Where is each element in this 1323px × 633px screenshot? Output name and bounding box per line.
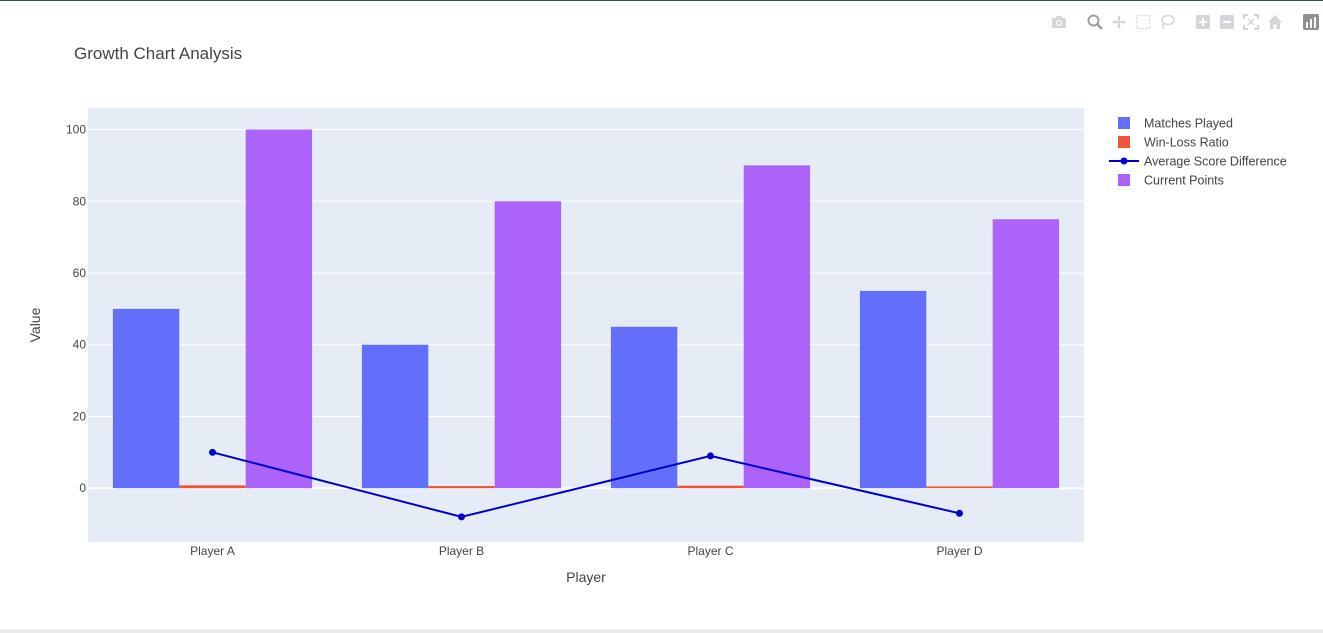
chart-title: Growth Chart Analysis [74, 44, 242, 63]
plotly-logo-icon[interactable] [1302, 13, 1320, 31]
y-tick-label: 0 [79, 481, 86, 495]
line-point[interactable] [209, 448, 216, 456]
legend-swatch-marker [1120, 157, 1128, 165]
x-tick-label: Player D [936, 544, 982, 558]
y-tick-label: 20 [73, 409, 87, 423]
y-tick-label: 40 [73, 338, 87, 352]
bar-win-loss-ratio-3[interactable] [926, 486, 993, 489]
reset-axes-icon[interactable] [1266, 13, 1284, 31]
bar-current-points-1[interactable] [494, 201, 562, 489]
x-tick-label: Player C [687, 544, 733, 558]
bar-matches-played-3[interactable] [859, 290, 927, 489]
bar-win-loss-ratio-1[interactable] [428, 486, 495, 489]
legend-swatch[interactable] [1118, 136, 1130, 148]
lasso-select-icon[interactable] [1158, 13, 1176, 31]
y-tick-label: 80 [73, 194, 87, 208]
x-tick-label: Player A [190, 544, 235, 558]
bar-matches-played-2[interactable] [610, 326, 678, 489]
window-bottom-strip [0, 629, 1323, 633]
bar-current-points-0[interactable] [245, 129, 313, 489]
bar-win-loss-ratio-0[interactable] [179, 485, 246, 489]
camera-icon[interactable] [1050, 13, 1068, 31]
average-score-line [209, 448, 963, 521]
pan-icon[interactable] [1110, 13, 1128, 31]
bar-win-loss-ratio-2[interactable] [677, 485, 744, 489]
zoom-in-icon[interactable] [1194, 13, 1212, 31]
zoom-icon[interactable] [1086, 13, 1104, 31]
y-axis-title: Value [27, 307, 43, 342]
x-tick-label: Player B [439, 544, 484, 558]
legend-label[interactable]: Matches Played [1144, 117, 1233, 131]
x-axis-ticks: Player A Player B Player C Player D [190, 544, 983, 558]
legend-swatch[interactable] [1118, 117, 1130, 129]
window-top-border [0, 0, 1323, 1]
y-tick-label: 100 [66, 123, 86, 137]
line-series [212, 451, 960, 518]
legend-label[interactable]: Win-Loss Ratio [1144, 136, 1229, 150]
autoscale-icon[interactable] [1242, 13, 1260, 31]
line-point[interactable] [458, 513, 465, 521]
legend: Matches Played Win-Loss Ratio Average Scor… [1109, 117, 1287, 188]
line-point[interactable] [956, 509, 963, 517]
zoom-out-icon[interactable] [1218, 13, 1236, 31]
bar-current-points-3[interactable] [992, 219, 1060, 489]
legend-swatch[interactable] [1118, 174, 1130, 186]
bar-matches-played-0[interactable] [112, 308, 180, 489]
y-axis-ticks: 0 20 40 60 80 100 [66, 123, 86, 496]
legend-label[interactable]: Current Points [1144, 174, 1224, 188]
bar-matches-played-1[interactable] [361, 344, 429, 489]
x-axis-title: Player [566, 569, 606, 585]
plot-area[interactable] [88, 108, 1084, 542]
bar-current-points-2[interactable] [743, 165, 811, 489]
line-point[interactable] [707, 452, 714, 460]
legend-label[interactable]: Average Score Difference [1144, 155, 1287, 169]
bars [112, 129, 1060, 489]
y-tick-label: 60 [73, 266, 87, 280]
box-select-icon[interactable] [1134, 13, 1152, 31]
chart-modebar [1050, 12, 1323, 32]
